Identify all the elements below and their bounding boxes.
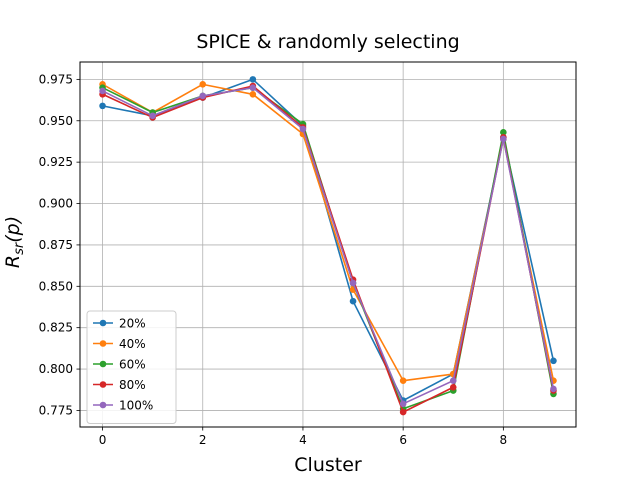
legend-item: 60% — [93, 358, 146, 372]
legend-marker — [99, 319, 107, 327]
y-tick-label: 0.875 — [39, 238, 73, 252]
data-point — [249, 84, 257, 91]
y-axis-label-base: R — [2, 255, 24, 268]
y-tick-label: 0.800 — [39, 362, 73, 376]
x-tick-label: 2 — [199, 433, 207, 447]
data-point — [550, 357, 557, 365]
x-tick-label: 6 — [399, 433, 407, 447]
legend-label: 20% — [119, 317, 146, 331]
legend-label: 100% — [119, 399, 153, 413]
data-point — [550, 385, 557, 393]
y-tick-label: 0.975 — [39, 72, 73, 86]
data-point — [449, 377, 457, 384]
data-point — [299, 125, 307, 133]
y-tick-label: 0.825 — [39, 321, 73, 335]
x-tick-label: 4 — [299, 433, 307, 447]
y-axis-label: Rsr(p) — [2, 216, 27, 268]
data-point — [349, 279, 357, 287]
data-point — [399, 408, 407, 416]
y-axis-label-arg: (p) — [2, 216, 24, 243]
series-layer — [99, 76, 557, 416]
data-point — [99, 102, 106, 110]
legend-label: 60% — [119, 358, 146, 372]
legend-item: 20% — [93, 317, 146, 331]
legend-label: 80% — [119, 378, 146, 392]
series-line — [102, 86, 555, 405]
data-point — [149, 112, 156, 120]
data-point — [399, 377, 407, 384]
legend-item: 40% — [93, 337, 146, 351]
data-point — [500, 129, 507, 136]
y-tick-label: 0.900 — [39, 197, 73, 211]
chart-title: SPICE & randomly selecting — [196, 31, 459, 53]
ticks: 0 2 4 6 8 0.775 0.800 0.825 0.850 0.875 0.900 0.925… — [39, 72, 508, 447]
y-tick-label: 0.850 — [39, 279, 73, 293]
legend-item: 100% — [93, 399, 153, 413]
data-point — [99, 87, 106, 95]
y-tick-label: 0.925 — [39, 155, 73, 169]
data-point — [249, 90, 257, 98]
data-point — [500, 135, 507, 143]
x-tick-label: 8 — [500, 433, 508, 447]
data-point — [349, 297, 357, 305]
data-point — [199, 92, 207, 100]
legend-marker — [99, 360, 107, 368]
y-tick-label: 0.950 — [39, 114, 73, 128]
data-point — [199, 81, 207, 88]
legend-box — [86, 310, 177, 424]
legend-item: 80% — [93, 378, 146, 392]
x-axis-label: Cluster — [294, 454, 362, 476]
x-tick-label: 0 — [99, 433, 107, 447]
legend-marker — [99, 381, 107, 388]
plot-frame — [79, 61, 577, 428]
legend-marker — [99, 401, 107, 409]
data-point — [399, 400, 407, 408]
data-point — [449, 383, 457, 391]
data-point — [249, 76, 257, 83]
series-5 — [99, 84, 557, 408]
y-tick-label: 0.775 — [39, 403, 73, 417]
legend-label: 40% — [119, 337, 146, 351]
y-axis-label-sub: sr — [12, 241, 27, 255]
legend-marker — [99, 340, 107, 347]
legend: 20% 40% 60% 80% 100% — [86, 310, 177, 424]
